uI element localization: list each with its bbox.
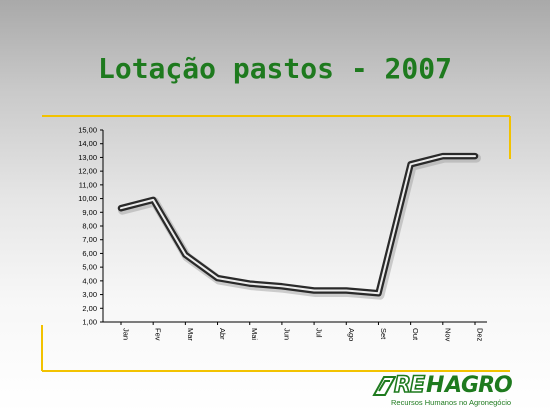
y-tick-label: 3,00 xyxy=(82,290,97,299)
frame-accents xyxy=(41,115,511,372)
y-tick-label: 1,00 xyxy=(82,318,97,327)
y-tick-label: 6,00 xyxy=(82,249,97,258)
logo-tagline: Recursos Humanos no Agronegócio xyxy=(391,398,512,407)
data-point xyxy=(216,277,219,279)
x-tick-label: Dez xyxy=(476,328,485,342)
data-point xyxy=(474,155,476,157)
rehagro-logo: RE H AGRO Recursos Humanos no Agronegóci… xyxy=(372,372,513,409)
x-tick-label: Ago xyxy=(347,328,356,341)
y-tick-label: 13,00 xyxy=(78,153,97,162)
x-tick-label: Mai xyxy=(250,328,259,340)
data-point xyxy=(184,254,187,256)
series-line xyxy=(117,152,479,297)
data-point xyxy=(281,285,283,288)
y-tick-label: 9,00 xyxy=(82,208,97,217)
y-tick-label: 5,00 xyxy=(82,263,97,272)
data-point xyxy=(409,163,412,166)
data-point xyxy=(442,155,444,157)
data-point xyxy=(248,282,251,285)
x-tick-label: Abr xyxy=(218,328,227,340)
slide-title: Lotação pastos - 2007 xyxy=(97,52,452,85)
y-tick-label: 8,00 xyxy=(82,222,97,231)
logo-text-agro: AGRO xyxy=(445,373,513,398)
x-tick-label: Set xyxy=(379,328,388,340)
series-layer xyxy=(117,152,481,300)
data-point xyxy=(313,289,315,292)
y-tick-label: 11,00 xyxy=(79,180,97,189)
x-tick-label: Nov xyxy=(443,328,452,342)
x-tick-label: Jul xyxy=(315,328,324,338)
y-tick-label: 2,00 xyxy=(82,304,97,313)
data-point xyxy=(152,199,154,201)
y-tick-label: 7,00 xyxy=(82,235,97,244)
x-tick-label: Mar xyxy=(186,328,195,341)
x-tick-label: Fev xyxy=(154,328,163,341)
logo-text-h: H xyxy=(426,373,444,398)
logo-text-re: RE xyxy=(393,372,426,399)
y-tick-label: 14,00 xyxy=(78,139,97,148)
data-point xyxy=(120,207,122,209)
x-tick-label: Jun xyxy=(282,328,291,340)
data-point xyxy=(377,292,380,295)
series-line-shadow xyxy=(118,153,481,300)
x-tick-label: Out xyxy=(411,328,420,341)
y-tick-label: 15,00 xyxy=(78,126,97,135)
data-point xyxy=(345,289,348,292)
y-tick-label: 4,00 xyxy=(82,276,97,285)
y-tick-label: 12,00 xyxy=(78,167,97,176)
x-tick-label: Jan xyxy=(122,328,131,340)
series-line-highlight xyxy=(120,155,476,295)
chart-axes xyxy=(100,129,487,325)
tick-labels: 1,00 2,00 3,00 4,00 5,00 6,00 7,00 8,00 9,00 10,0… xyxy=(78,126,484,342)
leaf-logo-icon xyxy=(372,376,396,396)
y-tick-label: 10,00 xyxy=(78,194,97,203)
